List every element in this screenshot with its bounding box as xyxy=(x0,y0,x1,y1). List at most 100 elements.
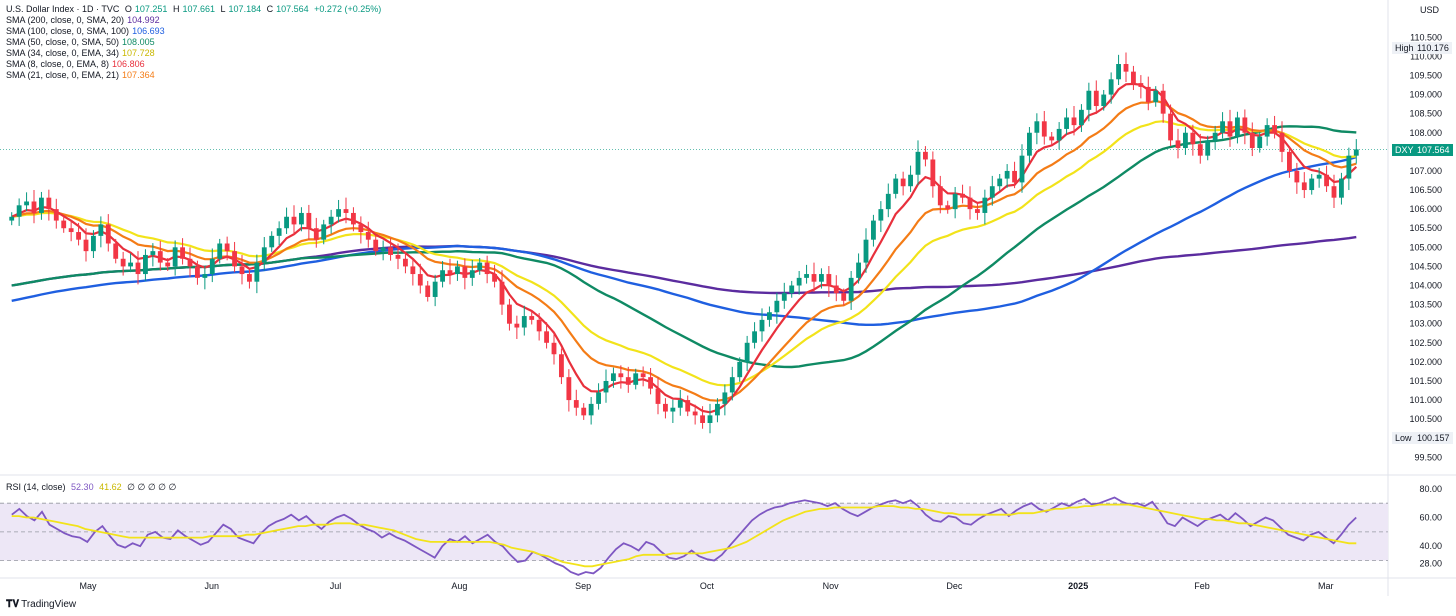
candle-body xyxy=(640,373,646,378)
candle-body xyxy=(1086,90,1092,110)
candle-body xyxy=(507,304,512,324)
candle-body xyxy=(1294,170,1300,183)
time-axis-label: Jun xyxy=(205,581,220,591)
candle-body xyxy=(878,209,884,221)
tradingview-logo[interactable]: 𝐓𝐕 TradingView xyxy=(6,599,77,610)
high-marker-label: High xyxy=(1392,42,1417,54)
candle-body xyxy=(551,342,557,355)
candle-body xyxy=(648,377,653,389)
price-axis-tick: 105.000 xyxy=(1409,242,1442,252)
candle-body xyxy=(856,262,861,278)
candle-body xyxy=(1279,132,1285,152)
candle-body xyxy=(46,197,52,210)
candle-body xyxy=(53,209,59,221)
indicator-sma100[interactable]: SMA (100, close, 0, SMA, 100) 106.693 xyxy=(6,26,165,36)
candle-body xyxy=(670,407,676,412)
candle-body xyxy=(477,262,483,271)
candle-body xyxy=(967,197,973,210)
time-axis-label: 2025 xyxy=(1068,581,1088,591)
candle-body xyxy=(1160,90,1166,114)
candle-body xyxy=(871,220,876,240)
candle-body xyxy=(1123,64,1129,72)
candle-body xyxy=(893,178,899,194)
candle-body xyxy=(774,300,780,313)
candle-body xyxy=(388,247,393,255)
candle-body xyxy=(195,266,200,278)
candle-body xyxy=(707,415,713,423)
candle-body xyxy=(1153,90,1159,103)
candle-body xyxy=(1183,132,1188,149)
candle-body xyxy=(826,274,832,286)
candle-body xyxy=(321,224,327,240)
ohlc-high: H 107.661 xyxy=(172,4,216,14)
indicator-sma200[interactable]: SMA (200, close, 0, SMA, 20) 104.992 xyxy=(6,15,160,25)
candle-body xyxy=(172,247,178,267)
candle-body xyxy=(848,277,854,301)
price-change: +0.272 (+0.25%) xyxy=(314,4,382,14)
candle-body xyxy=(68,228,74,233)
candle-body xyxy=(863,239,869,263)
candle-body xyxy=(9,216,15,221)
candle-body xyxy=(24,201,29,206)
candle-body xyxy=(328,216,334,225)
candle-body xyxy=(135,262,141,275)
candle-body xyxy=(952,193,958,210)
indicator-ema34[interactable]: SMA (34, close, 0, EMA, 34) 107.728 xyxy=(6,48,155,58)
candle-body xyxy=(1316,174,1322,179)
candle-body xyxy=(722,392,728,404)
candle-body xyxy=(596,392,601,404)
rsi-value: 52.30 xyxy=(71,482,94,492)
indicator-ema8[interactable]: SMA (8, close, 0, EMA, 8) 106.806 xyxy=(6,59,145,69)
candle-body xyxy=(1309,178,1315,191)
candle-body xyxy=(98,224,104,236)
candle-body xyxy=(759,319,765,332)
time-axis-label: Dec xyxy=(946,581,963,591)
candle-body xyxy=(31,201,37,213)
ema34-line xyxy=(11,120,1357,387)
candle-body xyxy=(425,285,431,297)
candle-body xyxy=(1257,136,1263,149)
candle-body xyxy=(232,251,237,267)
price-axis-tick: 108.500 xyxy=(1409,109,1442,119)
candle-body xyxy=(417,274,423,286)
candle-body xyxy=(395,254,401,259)
indicator-sma50[interactable]: SMA (50, close, 0, SMA, 50) 108.005 xyxy=(6,37,155,47)
indicator-ema21[interactable]: SMA (21, close, 0, EMA, 21) 107.364 xyxy=(6,70,155,80)
candle-body xyxy=(1168,113,1173,141)
price-axis-tick: 108.000 xyxy=(1409,128,1442,138)
currency-label[interactable]: USD xyxy=(1420,5,1440,15)
price-axis-tick: 104.000 xyxy=(1409,281,1442,291)
rsi-ma-line xyxy=(11,503,1357,568)
candle-body xyxy=(113,243,119,259)
symbol-name: U.S. Dollar Index · 1D · TVC xyxy=(6,4,120,14)
candle-body xyxy=(1264,125,1270,137)
candle-body xyxy=(960,193,965,198)
candle-body xyxy=(588,403,594,416)
time-axis-label: Mar xyxy=(1318,581,1334,591)
candle-body xyxy=(744,342,750,362)
candle-body xyxy=(767,312,772,320)
price-axis-tick: 99.500 xyxy=(1414,452,1442,462)
rsi-legend[interactable]: RSI (14, close) 52.30 41.62 ∅ ∅ ∅ ∅ ∅ xyxy=(6,482,179,493)
candle-body xyxy=(499,281,505,305)
candle-body xyxy=(209,258,215,275)
candle-body xyxy=(1353,149,1359,156)
candle-body xyxy=(729,377,735,393)
candle-body xyxy=(128,262,133,267)
candle-body xyxy=(202,274,208,278)
candle-body xyxy=(663,403,668,412)
candle-body xyxy=(403,258,408,267)
candle-body xyxy=(351,212,356,225)
rsi-axis-tick: 28.00 xyxy=(1419,558,1442,568)
price-axis-tick: 106.000 xyxy=(1409,204,1442,214)
candle-body xyxy=(737,361,743,378)
price-axis-tick: 102.000 xyxy=(1409,357,1442,367)
candle-body xyxy=(715,403,720,416)
candle-body xyxy=(997,178,1003,187)
candle-body xyxy=(239,266,245,275)
time-axis-label: Sep xyxy=(575,581,591,591)
price-axis-tick: 110.500 xyxy=(1410,32,1442,42)
candle-body xyxy=(432,281,438,297)
candle-body xyxy=(1346,155,1352,179)
